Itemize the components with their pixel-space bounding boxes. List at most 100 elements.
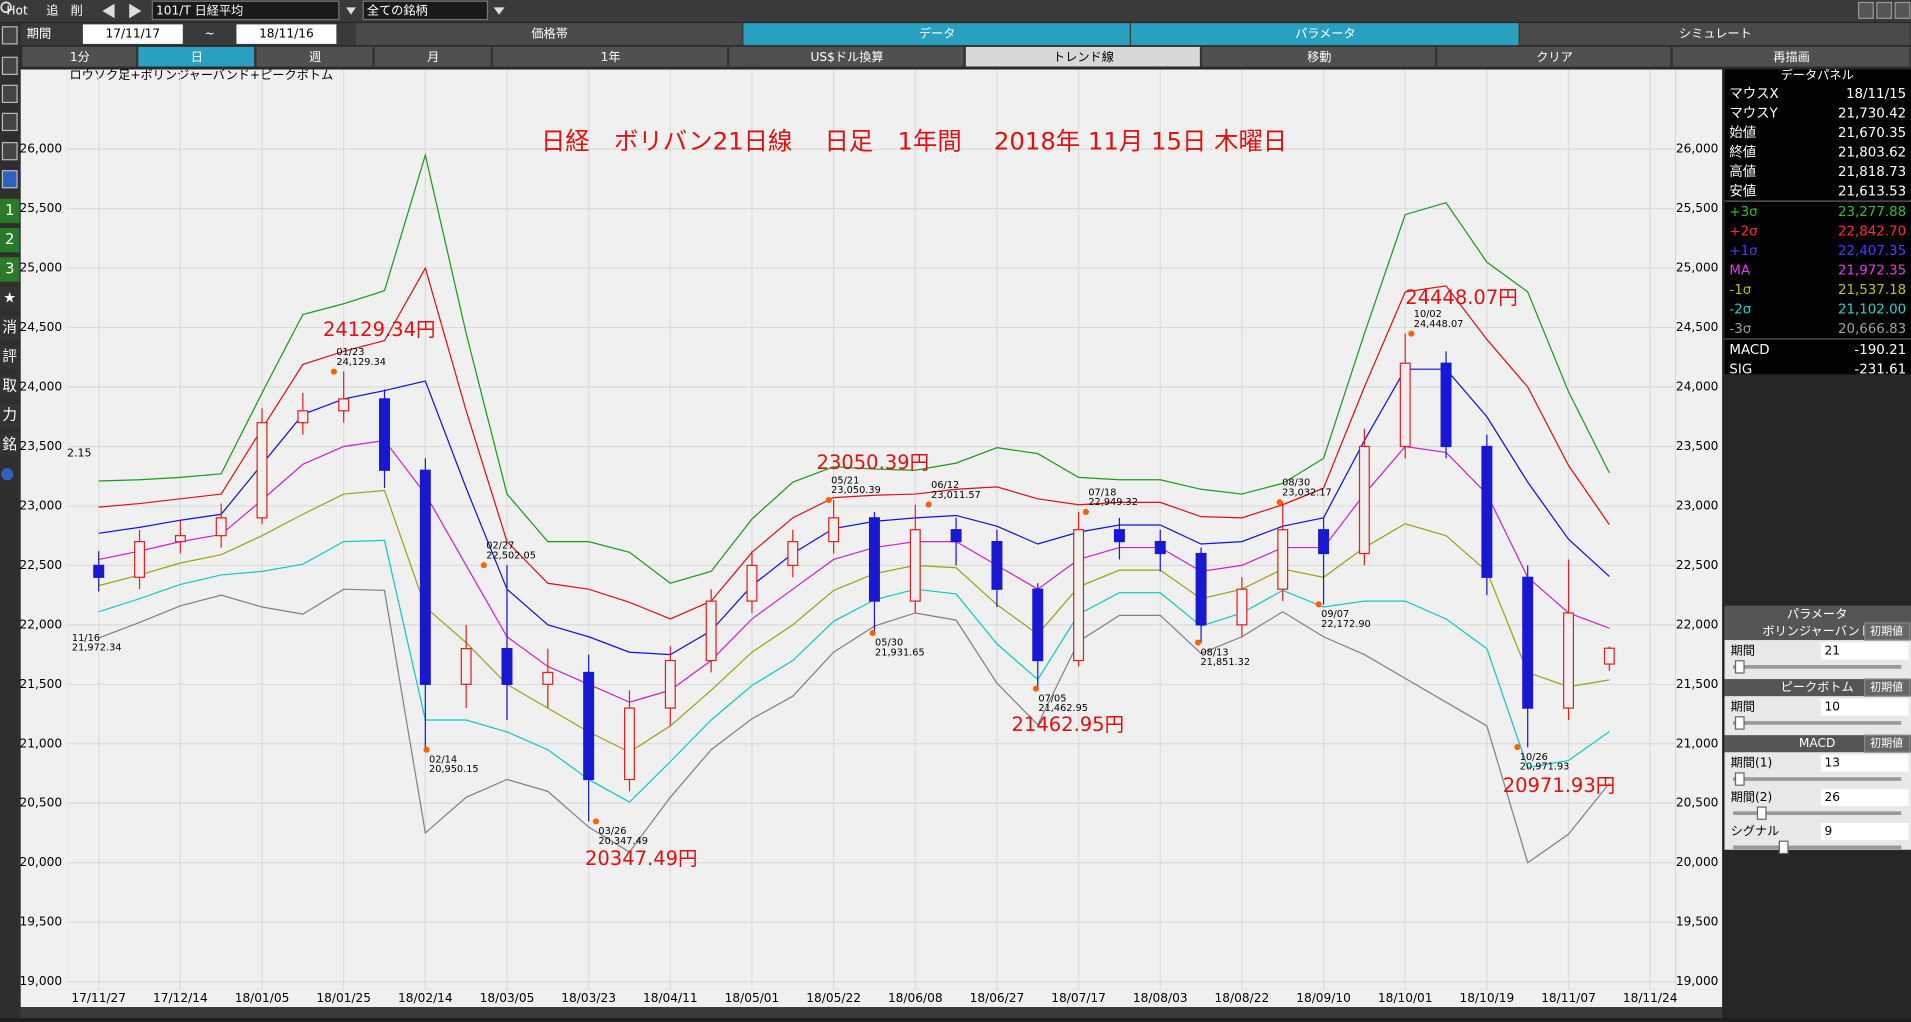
reset-button[interactable] [1864,622,1911,641]
x-tick-label: 18/03/05 [480,991,535,1005]
candle-body [1481,445,1493,578]
tool-icon[interactable] [1,56,18,75]
minimize-button[interactable] [1857,1,1874,19]
tool-icon[interactable] [0,286,20,311]
peak-value: 23,050.39 [831,485,881,496]
close-button[interactable] [1894,1,1911,19]
button[interactable] [1436,45,1672,68]
peak-value: 20,950.15 [429,764,479,775]
tab[interactable] [1519,23,1910,46]
peak-dot [1315,601,1322,608]
button[interactable] [728,45,965,68]
band-line [98,439,1610,703]
tool-icon[interactable] [1,26,18,45]
slider-thumb[interactable] [1734,660,1745,674]
date-box[interactable] [236,24,337,44]
candle-body [460,648,472,685]
sidebar-label: 消 [2,319,17,336]
input-box[interactable] [151,0,340,21]
peak-big-label: 24129.34円 [323,318,436,341]
candle-body [1032,588,1044,662]
tool-icon[interactable] [1,84,18,104]
reset-button[interactable] [1864,734,1911,753]
button[interactable] [373,45,492,68]
slider-thumb[interactable] [1734,716,1745,730]
y-tick-label: 23,000 [20,498,63,512]
settings-icon[interactable] [1,468,14,481]
tool-icon[interactable] [0,374,20,399]
tool-icon[interactable] [0,257,20,282]
peak-date: 08/30 [1282,478,1310,489]
panel-value: 21,613.53 [1838,184,1906,199]
search-icon[interactable] [0,1,12,14]
maximize-button[interactable] [1876,1,1893,19]
tool-icon[interactable] [1,112,18,132]
tab-label: 価格帯 [531,26,568,41]
tool-icon[interactable] [0,315,20,341]
sidebar-label: 銘 [2,436,17,453]
x-tick-label: 18/10/01 [1378,991,1433,1005]
tool-icon[interactable] [1,170,18,189]
input-box[interactable] [362,0,489,21]
y-tick-label: 23,500 [20,439,63,453]
panel-label: MA [1729,264,1751,279]
button-label: 週 [309,50,321,64]
param-input[interactable] [1820,642,1909,660]
tool-icon[interactable] [1,142,18,161]
next-arrow[interactable] [129,3,142,19]
dropdown-arrow[interactable] [493,7,505,15]
candle-body [1236,588,1248,626]
button[interactable] [1671,45,1911,68]
y-tick-label: 26,000 [20,142,63,156]
reset-label: 初期値 [1870,680,1903,694]
tab[interactable] [355,23,743,46]
tab[interactable] [1131,23,1519,46]
param-value: 9 [1824,824,1832,838]
candle-body [746,564,758,602]
peak-big-label: 24448.07円 [1405,286,1518,309]
param-input[interactable] [1820,822,1909,841]
x-tick-label: 18/05/01 [725,991,780,1005]
tool-icon[interactable] [0,432,20,458]
tool-icon[interactable] [0,403,20,428]
panel-value: 21,102.00 [1838,303,1906,318]
param-input[interactable] [1820,788,1909,806]
candle-body [1277,529,1289,590]
panel-label: +2σ [1729,225,1758,240]
param-input[interactable] [1820,698,1909,716]
button-label: クリア [1536,50,1573,64]
y-tick-label: 25,500 [20,201,63,215]
toolbar-label: 101/T 日経平均 [156,3,243,17]
dropdown-arrow[interactable] [346,7,356,15]
button[interactable] [255,45,374,68]
date-box[interactable] [82,24,183,44]
peak-value: 24,448.07 [1414,319,1464,330]
peak-value: 23,032.17 [1282,487,1332,498]
tab[interactable] [743,23,1130,46]
button[interactable] [491,45,729,68]
button[interactable] [1201,45,1437,68]
panel-label: マウスY [1729,105,1778,121]
param-label: 期間(2) [1731,790,1773,804]
tool-icon[interactable] [0,198,20,224]
peak-value: 24,129.34 [336,357,386,368]
button[interactable] [21,45,138,68]
button[interactable] [137,45,256,68]
x-tick-label: 18/04/11 [643,991,698,1005]
button-label: 再描画 [1773,50,1810,64]
candle-body [991,541,1003,590]
tool-icon[interactable] [0,345,20,370]
slider-thumb[interactable] [1756,806,1767,820]
tool-icon[interactable] [0,227,20,253]
peak-value: 21,851.32 [1200,657,1250,668]
peak-value: 21,931.65 [875,647,925,658]
param-input[interactable] [1820,754,1909,772]
slider-thumb[interactable] [1734,772,1745,786]
prev-arrow[interactable] [102,3,115,19]
slider-thumb[interactable] [1778,840,1789,855]
button[interactable] [964,45,1202,68]
toolbar-label: 全ての銘柄 [367,2,428,17]
reset-button[interactable] [1864,678,1911,697]
candle-body [419,469,431,685]
y-tick-label: 22,500 [20,558,63,572]
